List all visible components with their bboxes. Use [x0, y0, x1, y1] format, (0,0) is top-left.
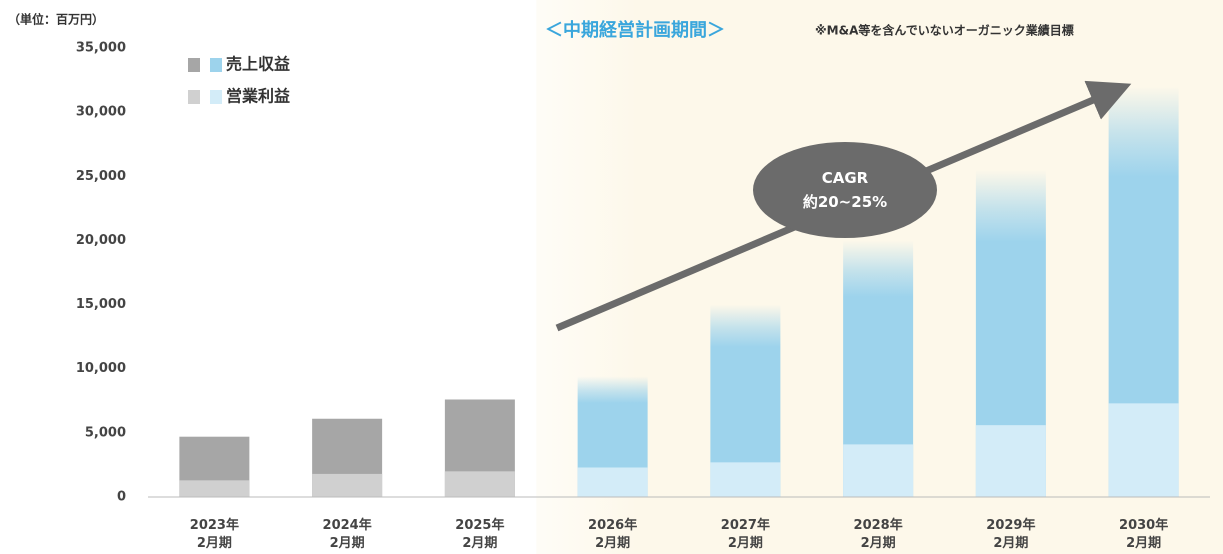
y-tick-label: 5,000: [85, 425, 126, 440]
profit-bar: [444, 471, 515, 497]
note: ※M&A等を含んでいないオーガニック業績目標: [815, 23, 1074, 38]
legend-label: 営業利益: [226, 87, 290, 106]
x-tick-label: 2030年 2月期: [1119, 517, 1168, 551]
x-tick-label: 2025年 2月期: [455, 517, 504, 551]
y-tick-label: 30,000: [76, 105, 126, 120]
legend-swatch: [188, 58, 200, 72]
x-tick-label: 2029年 2月期: [986, 517, 1035, 551]
y-tick-label: 10,000: [76, 361, 126, 376]
x-tick-label: 2026年 2月期: [588, 517, 637, 551]
profit-bar: [843, 444, 914, 497]
y-tick-label: 15,000: [76, 297, 126, 312]
legend-swatch: [210, 90, 222, 104]
x-tick-label: 2027年 2月期: [721, 517, 770, 551]
x-tick-label: 2028年 2月期: [854, 517, 903, 551]
x-tick-label: 2023年 2月期: [190, 517, 239, 551]
profit-bar: [312, 473, 383, 497]
profit-bar: [179, 480, 250, 497]
annotation-text: CAGR 約20~25%: [803, 169, 887, 211]
unit-label: （単位：百万円）: [8, 12, 104, 27]
x-tick-label: 2024年 2月期: [323, 517, 372, 551]
legend-swatch: [188, 90, 200, 104]
legend-swatch: [210, 58, 222, 72]
profit-bar: [975, 425, 1046, 497]
y-tick-label: 35,000: [76, 41, 126, 56]
legend-label: 売上収益: [226, 55, 290, 74]
profit-bar: [710, 462, 781, 497]
annotation-bubble: [753, 142, 937, 238]
y-tick-label: 0: [117, 490, 126, 505]
highlight-label: ＜中期経営計画期間＞: [545, 19, 725, 41]
profit-bar: [577, 467, 648, 497]
y-tick-label: 20,000: [76, 233, 126, 248]
profit-bar: [1108, 403, 1179, 497]
y-tick-label: 25,000: [76, 169, 126, 184]
